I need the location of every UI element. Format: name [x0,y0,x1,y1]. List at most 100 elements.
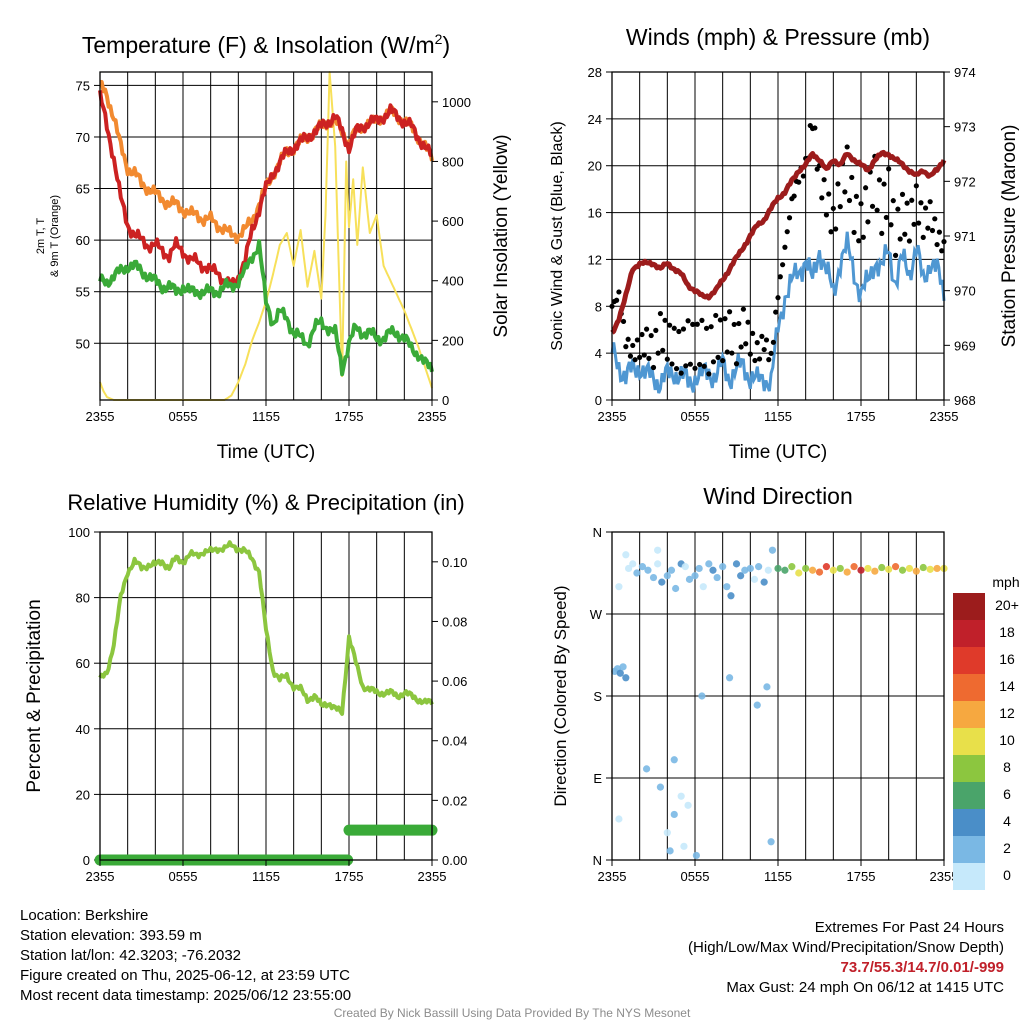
extremes-title: Extremes For Past 24 Hours [814,919,1004,936]
gust-point [646,355,652,361]
gust-point [780,262,786,268]
y-axis-label: Sonic Wind & Gust (Blue, Black) [549,121,566,350]
x-tick-label: 1155 [764,409,792,424]
gust-point [911,221,917,227]
gust-point [743,341,749,347]
gust-point [904,200,910,206]
direction-point [680,842,688,850]
gust-point [701,363,707,369]
gust-point [648,332,654,339]
y2-tick-label: 200 [442,333,464,348]
direction-point [822,563,831,571]
direction-point [638,563,647,571]
gust-point [699,317,705,323]
gust-point [856,238,862,244]
gust-point [655,350,661,356]
gust-point [685,318,691,324]
gust-point [837,204,843,210]
gust-point [692,365,698,371]
direction-point [788,563,796,571]
gust-point [620,318,627,325]
gust-point [844,144,850,150]
gust-point [925,225,931,231]
x-tick-label: 2355 [930,869,959,884]
x-tick-label: 1755 [335,869,364,884]
direction-point [670,756,678,764]
direction-point [891,563,900,571]
y2-tick-label: 973 [954,120,976,135]
gust-point [683,363,689,369]
gust-point [927,199,933,205]
y-tick-label: 100 [68,525,90,540]
gust-point [849,174,855,181]
gust-point [616,289,622,295]
y2-tick-label: 0.00 [442,853,467,868]
y-tick-label: 28 [588,65,602,80]
gust-point [791,193,797,199]
direction-point [649,573,658,582]
x-tick-label: 0555 [681,869,710,884]
y2-tick-label: 0.10 [442,555,467,570]
y-tick-label: N [593,853,602,868]
gust-point [694,321,700,327]
gust-point [747,351,753,357]
gust-point [724,349,730,355]
gust-point [740,306,747,312]
extremes-values: 73.7/55.3/14.7/0.01/-999 [840,959,1004,976]
direction-point [764,566,772,574]
direction-point [622,551,630,559]
gust-point [869,203,876,209]
gust-point [634,337,640,343]
direction-point [615,583,623,591]
gust-point [671,325,677,331]
direction-point [713,573,721,582]
gust-point [777,274,783,280]
direction-point [843,568,851,576]
direction-point [723,583,731,591]
direction-point [619,663,627,671]
x-tick-label: 1155 [764,869,792,884]
gust-point [886,166,892,172]
y-tick-label: 20 [76,787,90,802]
y-axis-label: Percent & Precipitation [24,599,45,792]
gust-point [643,326,650,332]
legend-swatch [953,701,985,728]
gust-point [752,357,758,364]
direction-point [755,563,763,571]
y-tick-label: 50 [76,336,90,351]
direction-point [750,575,759,583]
legend-label: 14 [999,678,1015,694]
direction-point [919,563,927,572]
direction-point [898,566,907,574]
y-tick-label: N [593,525,602,540]
gust-point [706,371,712,377]
gust-point [653,327,659,333]
y-tick-label: 20 [588,159,602,174]
y2-tick-label: 0.06 [442,674,467,689]
gust-point [669,361,675,367]
direction-point [629,560,637,568]
gust-point [756,356,763,362]
direction-point [850,563,858,571]
chart-title: Temperature (F) & Insolation (W/m2) [82,31,450,58]
x-tick-label: 2355 [418,869,447,884]
x-tick-label: 1155 [252,409,280,424]
direction-point [692,851,700,860]
gust-point [708,324,714,330]
gust-point [920,234,926,240]
gust-point [874,207,880,213]
gust-point [913,183,919,189]
extremes-info: Extremes For Past 24 Hours (High/Low/Max… [688,918,1004,998]
gust-point [770,339,776,345]
y2-tick-label: 0.04 [442,734,467,749]
x-tick-label: 1755 [847,409,876,424]
gust-point [823,212,830,218]
x-tick-label: 1755 [335,409,364,424]
gust-point [731,321,737,328]
y-axis-label-1: 2m T, T [35,218,47,255]
direction-point [625,564,633,573]
direction-point [622,674,630,682]
y-tick-label: 8 [595,299,602,314]
direction-point [767,838,775,846]
direction-point [815,568,824,576]
